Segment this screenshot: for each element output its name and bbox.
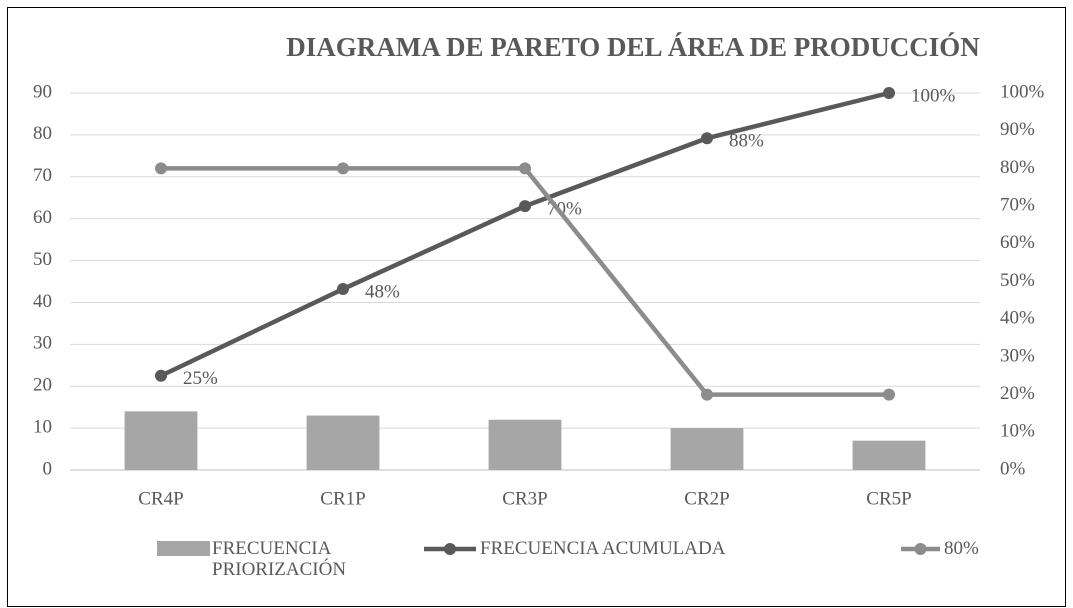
x-tick-label: CR3P: [502, 488, 547, 509]
grid: [70, 92, 980, 471]
legend-label: 80%: [944, 538, 979, 559]
legend-item: 80%: [944, 538, 979, 559]
x-tick-label: CR4P: [138, 488, 183, 509]
marker: [337, 162, 349, 175]
chart-title: DIAGRAMA DE PARETO DEL ÁREA DE PRODUCCIÓ…: [286, 32, 980, 62]
legend-item: FRECUENCIA ACUMULADA: [480, 538, 726, 559]
y-tick-label: 20: [33, 375, 52, 396]
legend-label: FRECUENCIA PRIORIZACIÓN: [212, 538, 347, 580]
y2-tick-label: 20%: [1000, 383, 1035, 404]
marker: [701, 388, 713, 401]
legend-item: FRECUENCIA PRIORIZACIÓN: [212, 538, 347, 580]
y-tick-label: 70: [33, 165, 52, 186]
y-tick-label: 90: [33, 81, 52, 102]
marker: [155, 162, 167, 175]
bar: [306, 415, 380, 470]
legend-marker: [444, 543, 456, 555]
x-tick-label: CR5P: [866, 488, 911, 509]
legend-swatch: [157, 541, 210, 556]
legend-marker: [914, 543, 927, 555]
y2-tick-label: 90%: [1000, 119, 1035, 140]
y-tick-label: 80: [33, 123, 52, 144]
y2-tick-label: 100%: [1000, 81, 1045, 102]
y2-tick-label: 70%: [1000, 194, 1035, 215]
marker: [701, 132, 713, 145]
y-tick-label: 60: [33, 207, 52, 228]
y-tick-label: 10: [33, 416, 52, 437]
bar: [124, 411, 198, 470]
y-tick-label: 30: [33, 333, 52, 354]
data-label: 88%: [729, 131, 764, 152]
chart-frame: [7, 7, 1066, 607]
y2-tick-label: 60%: [1000, 232, 1035, 253]
bar: [670, 428, 744, 470]
y2-tick-label: 50%: [1000, 270, 1035, 291]
x-tick-label: CR2P: [684, 488, 729, 509]
marker: [883, 87, 895, 99]
marker: [519, 162, 531, 175]
x-tick-label: CR1P: [320, 488, 365, 509]
y2-tick-label: 40%: [1000, 308, 1035, 329]
bar: [488, 419, 562, 470]
y2-tick-label: 0%: [1000, 458, 1026, 479]
y2-tick-label: 30%: [1000, 345, 1035, 366]
y-tick-label: 50: [33, 249, 52, 270]
data-label: 25%: [183, 368, 218, 389]
marker: [337, 283, 349, 296]
bar: [852, 440, 926, 470]
marker: [155, 369, 167, 382]
data-label: 48%: [365, 281, 400, 302]
y2-tick-label: 80%: [1000, 157, 1035, 178]
y-tick-label: 40: [33, 291, 52, 312]
y-tick-label: 0: [43, 458, 53, 479]
y2-tick-label: 10%: [1000, 421, 1035, 442]
data-label: 100%: [911, 85, 956, 106]
legend-label: FRECUENCIA ACUMULADA: [480, 538, 726, 559]
marker: [519, 200, 531, 213]
marker: [883, 388, 895, 401]
